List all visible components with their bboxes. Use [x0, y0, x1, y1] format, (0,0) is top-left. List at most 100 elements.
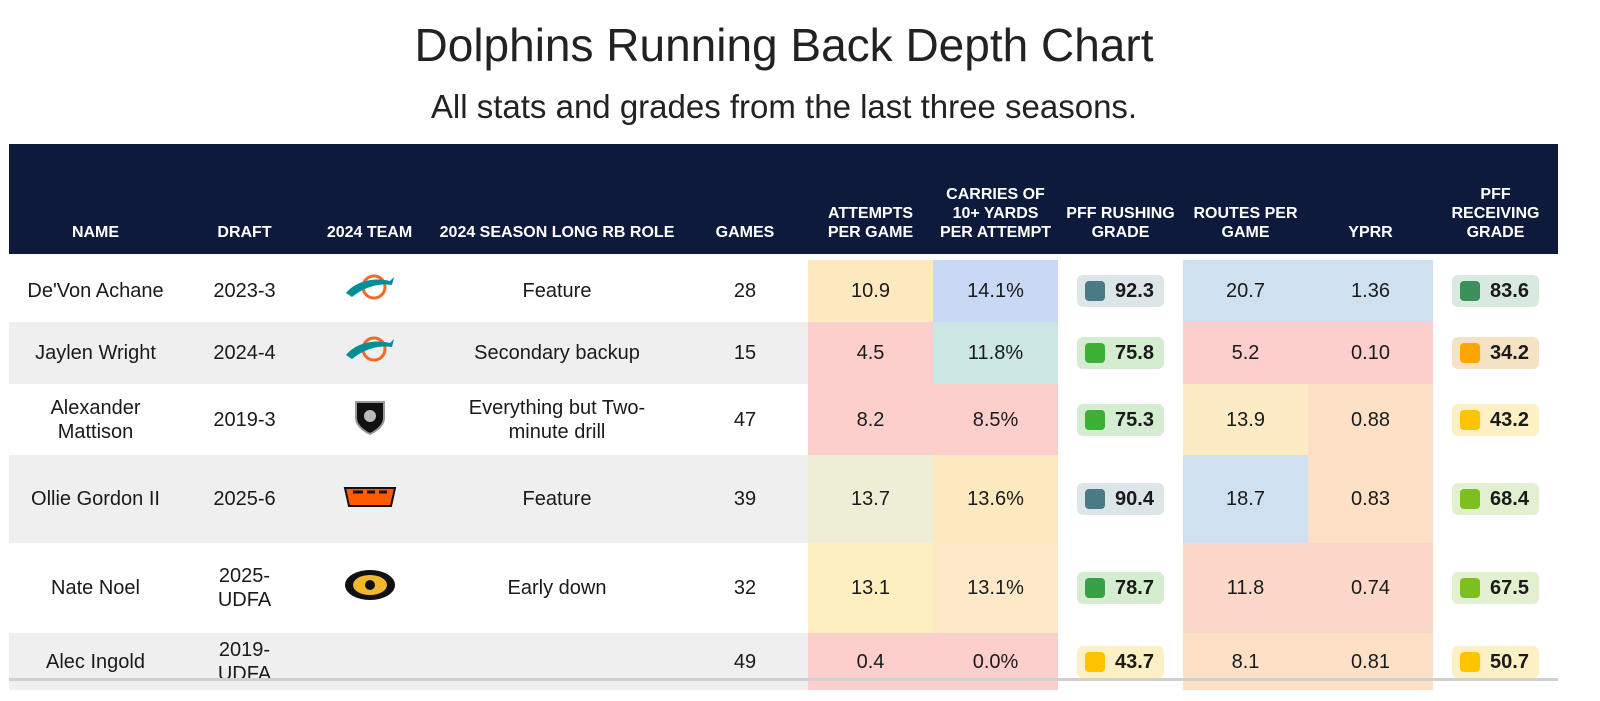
team-logo [323, 271, 416, 311]
grade-swatch [1460, 578, 1481, 598]
cell: 78.7 [1058, 543, 1183, 633]
cell: 90.4 [1058, 455, 1183, 543]
cell: Early down [507, 577, 607, 599]
cell: 34.2 [1433, 322, 1558, 384]
cell: 4.5 [808, 322, 933, 384]
grade-value: 43.7 [1115, 650, 1154, 673]
team-cell [307, 384, 432, 455]
grade-value: 50.7 [1490, 650, 1529, 673]
cell: 13.9 [1183, 384, 1308, 455]
grade-pill: 83.6 [1452, 275, 1539, 307]
logo-shape [343, 487, 396, 507]
cell: 0.74 [1308, 543, 1433, 633]
title: Dolphins Running Back Depth Chart [414, 19, 1154, 71]
grade-swatch [1085, 409, 1106, 430]
grade-value: 92.3 [1115, 280, 1154, 302]
logo-shape [344, 570, 395, 600]
grade-value: 68.4 [1490, 488, 1529, 510]
team-cell [307, 543, 432, 633]
column-header: PFF RUSHING GRADE [1058, 144, 1183, 254]
grade-value: 43.2 [1490, 408, 1529, 431]
grade-pill: 43.2 [1452, 403, 1539, 436]
cell: 8.1 [1183, 633, 1308, 690]
grade-swatch [1085, 651, 1106, 672]
cell: 11.8% [933, 322, 1058, 384]
cell: 0.0% [933, 633, 1058, 690]
table-body: De'Von Achane 2023-3 Feature 28 10.9 14.1% 92.… [9, 254, 1558, 690]
cell: 11.8 [1183, 543, 1308, 633]
team-cell [307, 260, 432, 322]
cell: 0.81 [1308, 633, 1433, 690]
grade-swatch [1085, 343, 1106, 363]
cell: 83.6 [1433, 260, 1558, 322]
grade-value: 78.7 [1115, 577, 1154, 599]
spacer-row [9, 254, 1558, 260]
cell: 39 [682, 455, 808, 543]
logo-shape [364, 580, 375, 590]
cell: 13.1% [933, 543, 1058, 633]
cell: Jaylen Wright [9, 322, 182, 384]
grade-swatch [1460, 409, 1481, 430]
cell: De'Von Achane [27, 280, 164, 302]
column-header: NAME [9, 144, 182, 254]
grade-swatch [1085, 578, 1106, 598]
column-header: CARRIES OF 10+ YARDS PER ATTEMPT [933, 144, 1058, 254]
cell: 1.36 [1308, 260, 1433, 322]
cell: 13.1 [808, 543, 933, 633]
column-header: GAMES [682, 144, 808, 254]
grade-pill: 90.4 [1077, 483, 1164, 515]
player-row: Nate Noel 2025-UDFA Early down 32 13.1 13.1% 7… [9, 543, 1558, 633]
cell: 49 [682, 633, 808, 690]
grade-swatch [1460, 489, 1481, 509]
cell: 8.2 [808, 384, 933, 455]
cell: 47 [733, 408, 757, 431]
grade-value: 75.8 [1115, 342, 1154, 364]
player-row: Ollie Gordon II 2025-6 Feature 39 13.7 13.6% 9… [9, 455, 1558, 543]
grade-swatch [1460, 281, 1481, 301]
subtitle: All stats and grades from the last three… [430, 88, 1138, 125]
player-row: Alexander Mattison 2019-3 Everything but T… [9, 384, 1558, 455]
player-row: Alec Ingold 2019-UDFA 49 0.4 0.0% 43.7 8.1 0.81… [9, 633, 1558, 690]
team-cell [307, 633, 432, 690]
logo-shape [345, 339, 394, 359]
cell: Secondary backup [432, 322, 682, 384]
grade-value: 75.3 [1115, 408, 1154, 431]
cell: Everything but Two-minute drill [468, 396, 646, 443]
cell: Feature [432, 455, 682, 543]
player-row: Jaylen Wright 2024-4 Secondary backup 15 4.5… [9, 322, 1558, 384]
grade-value: 83.6 [1490, 280, 1529, 302]
team-cell [307, 455, 432, 543]
grade-pill: 43.7 [1077, 645, 1164, 678]
team-logo [323, 333, 416, 373]
grade-value: 67.5 [1490, 577, 1529, 599]
column-header: ROUTES PER GAME [1183, 144, 1308, 254]
cell: 43.7 [1058, 633, 1183, 690]
logo-shape [354, 400, 385, 435]
grade-swatch [1460, 343, 1481, 363]
cell: 2025-6 [182, 455, 307, 543]
cell: 13.7 [808, 455, 933, 543]
header-row: NAME DRAFT 2024 TEAM 2024 SEASON LONG RB RO… [9, 144, 1558, 254]
cell: 10.9 [808, 260, 933, 322]
grade-pill: 78.7 [1077, 572, 1164, 604]
cell: 0.88 [1308, 384, 1433, 455]
column-header: PFF RECEIVING GRADE [1433, 144, 1558, 254]
logo-shape [363, 409, 376, 422]
grade-swatch [1085, 489, 1106, 509]
cell: 50.7 [1433, 633, 1558, 690]
cell: Alec Ingold [9, 633, 182, 690]
spacer [9, 254, 1558, 260]
grade-swatch [1085, 281, 1106, 301]
grade-pill: 34.2 [1452, 337, 1539, 369]
cell: 15 [682, 322, 808, 384]
cell: 2019-3 [213, 408, 276, 431]
cell: 13.6% [933, 455, 1058, 543]
grade-pill: 92.3 [1077, 275, 1164, 307]
cell: 5.2 [1183, 322, 1308, 384]
cell: 18.7 [1183, 455, 1308, 543]
grade-pill: 68.4 [1452, 483, 1539, 515]
cell: 8.5% [933, 384, 1058, 455]
grade-pill: 50.7 [1452, 645, 1539, 678]
cell: Feature [522, 280, 592, 302]
